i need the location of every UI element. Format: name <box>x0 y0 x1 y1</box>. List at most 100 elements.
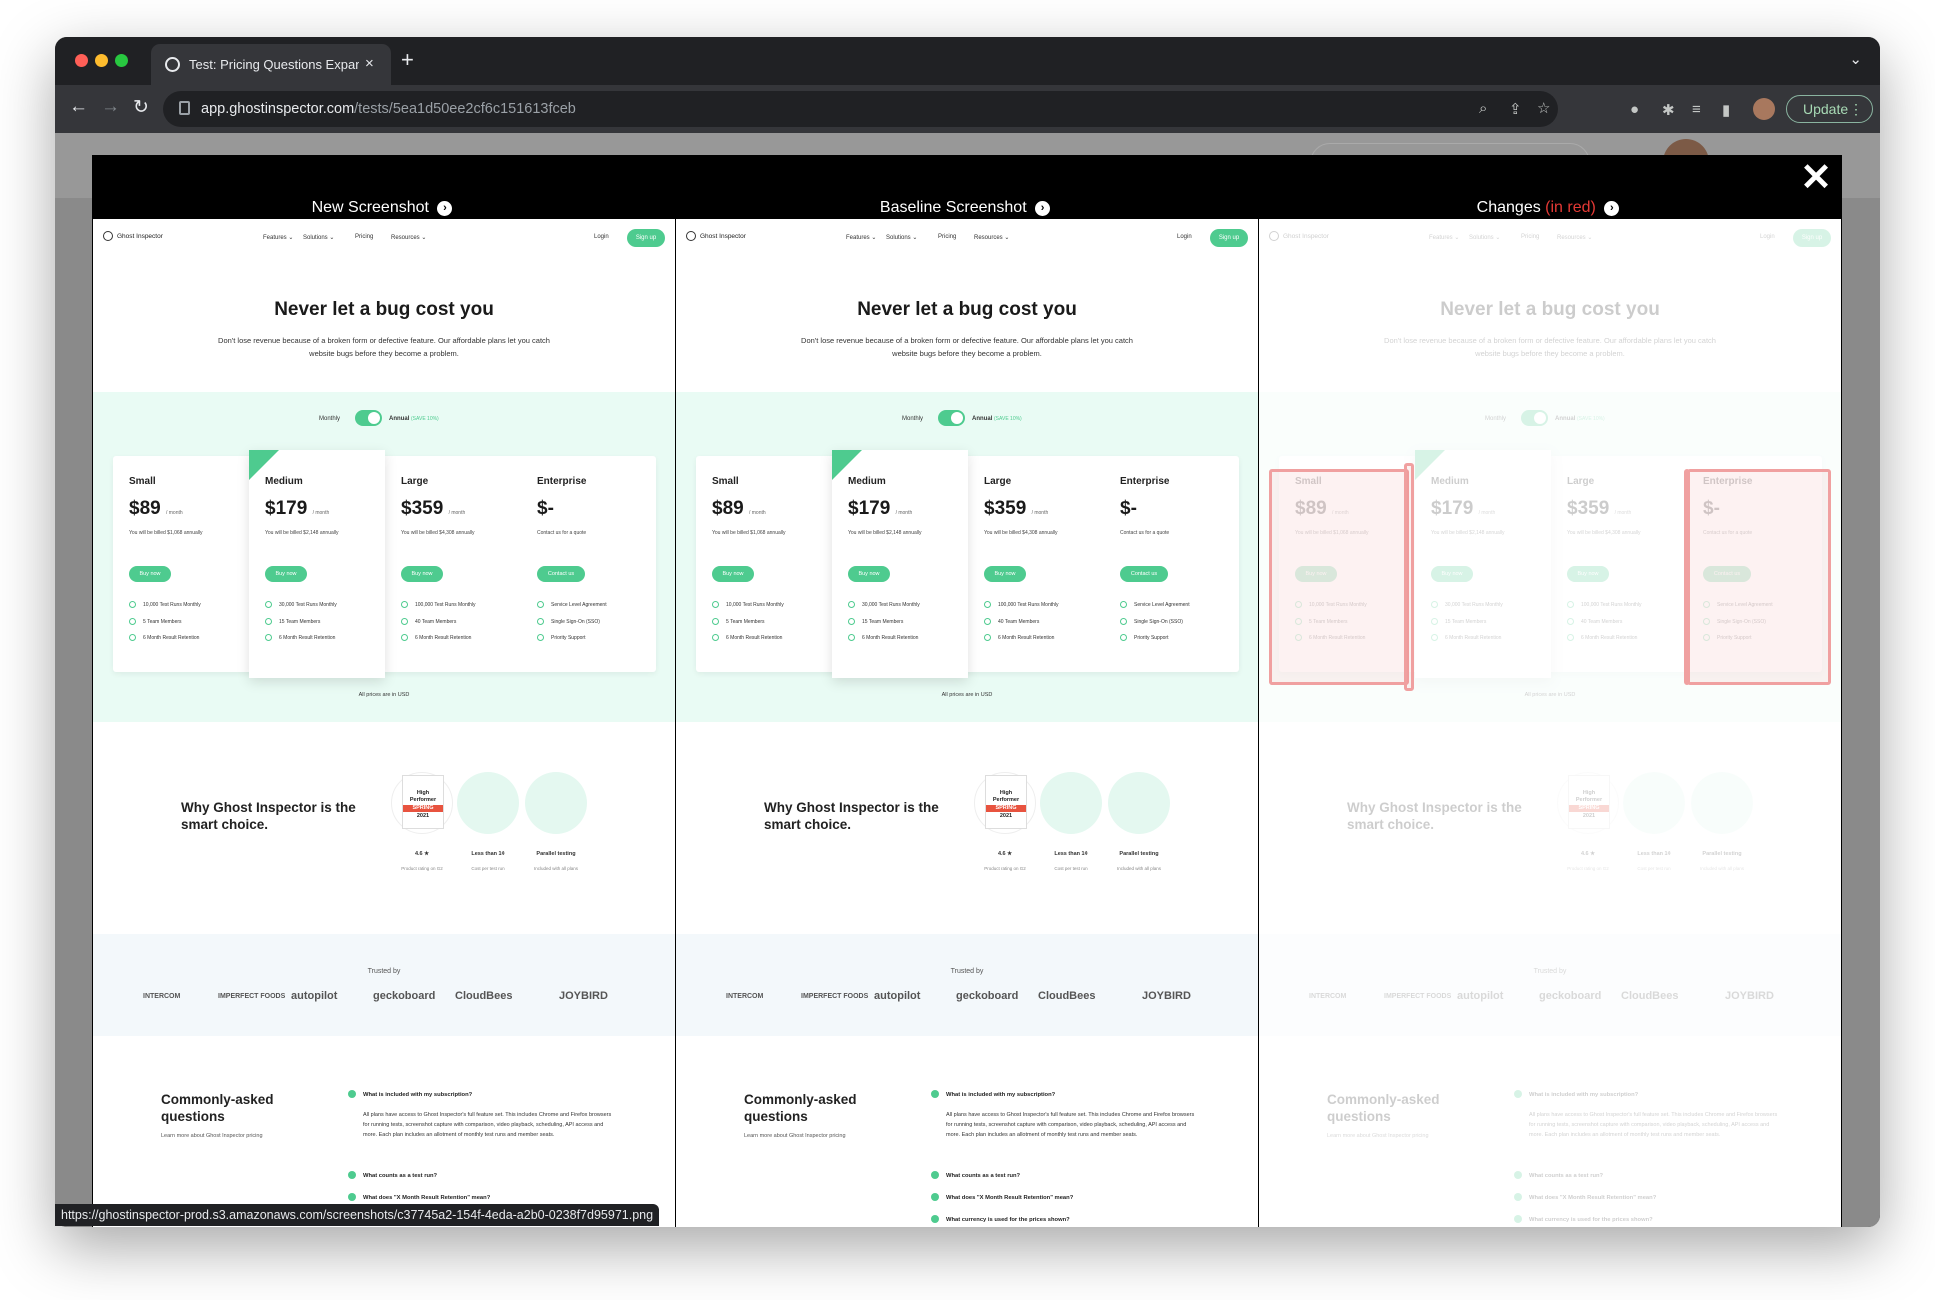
currency-note: All prices are in USD <box>941 692 993 698</box>
customer-logo: IMPERFECT FOODS <box>1384 993 1452 1000</box>
site-logo[interactable]: Ghost Inspector <box>686 231 746 241</box>
site-menu-item[interactable]: Solutions ⌄ <box>1469 235 1501 241</box>
tab-search-chevron-icon[interactable]: ⌄ <box>1849 51 1862 68</box>
baseline-screenshot-panel[interactable]: Ghost Inspector Features ⌄ Solutions ⌄ Pric… <box>676 219 1258 1227</box>
site-menu-item[interactable]: Solutions ⌄ <box>303 235 335 241</box>
faq-question[interactable]: What is included with my subscription? <box>1514 1090 1638 1098</box>
annual-label: Annual (SAVE 10%) <box>1555 416 1605 422</box>
profile-avatar[interactable] <box>1753 98 1775 120</box>
login-link[interactable]: Login <box>594 234 609 240</box>
new-screenshot-panel[interactable]: Ghost Inspector Features ⌄ Solutions ⌄ Pric… <box>93 219 675 1227</box>
share-icon[interactable]: ⇪ <box>1509 101 1522 118</box>
close-window-button[interactable] <box>75 54 88 67</box>
reload-icon[interactable]: ↻ <box>133 97 149 118</box>
modal-close-icon[interactable]: ✕ <box>1800 157 1832 199</box>
forward-arrow-icon[interactable]: → <box>101 96 120 117</box>
plan-feature: 100,000 Test Runs Monthly <box>401 601 476 608</box>
signup-button[interactable]: Sign up <box>1793 229 1831 247</box>
site-menu-item[interactable]: Pricing <box>1521 234 1540 240</box>
customer-logo: JOYBIRD <box>1725 990 1774 1002</box>
ghost-logo-icon <box>686 231 696 241</box>
faq-question[interactable]: What currency is used for the prices sho… <box>931 1215 1070 1223</box>
plan-cta-button[interactable]: Buy now <box>1295 566 1337 582</box>
plan-cta-button[interactable]: Buy now <box>401 566 443 582</box>
site-logo[interactable]: Ghost Inspector <box>1269 231 1329 241</box>
plan-cta-button[interactable]: Contact us <box>1703 566 1751 582</box>
plan-feature: 5 Team Members <box>712 617 765 625</box>
plan-cta-button[interactable]: Buy now <box>712 566 754 582</box>
faq-question[interactable]: What is included with my subscription? <box>348 1090 472 1098</box>
signup-button[interactable]: Sign up <box>627 229 665 247</box>
open-circle-icon[interactable]: › <box>437 201 453 216</box>
expand-icon <box>348 1090 356 1098</box>
site-header: Ghost Inspector Features ⌄ Solutions ⌄ Pric… <box>1259 219 1841 255</box>
open-circle-icon[interactable]: › <box>1035 201 1051 216</box>
site-menu-item[interactable]: Features ⌄ <box>263 235 294 241</box>
browser-tab[interactable]: Test: Pricing Questions Expand × <box>151 44 391 85</box>
faq-answer: All plans have access to Ghost Inspector… <box>946 1112 1195 1138</box>
new-tab-button[interactable]: + <box>401 47 414 72</box>
new-screenshot-label[interactable]: New Screenshot › <box>92 199 672 217</box>
plan-cta-button[interactable]: Buy now <box>265 566 307 582</box>
plan-cta-button[interactable]: Buy now <box>848 566 890 582</box>
faq-question[interactable]: What is included with my subscription? <box>931 1090 1055 1098</box>
expand-icon <box>1514 1215 1522 1223</box>
customer-logo: IMPERFECT FOODS <box>801 993 869 1000</box>
tab-close-icon[interactable]: × <box>365 55 374 72</box>
address-bar[interactable]: app.ghostinspector.com/tests/5ea1d50ee2c… <box>163 91 1558 127</box>
plan-cta-button[interactable]: Contact us <box>1120 566 1168 582</box>
plan-cta-button[interactable]: Buy now <box>1567 566 1609 582</box>
plan-price: $- <box>537 498 554 519</box>
changes-panel[interactable]: Ghost Inspector Features ⌄ Solutions ⌄ Pric… <box>1259 219 1841 1227</box>
plan-cta-button[interactable]: Contact us <box>537 566 585 582</box>
plan-cta-button[interactable]: Buy now <box>129 566 171 582</box>
feature-icon <box>401 634 408 641</box>
minimize-window-button[interactable] <box>95 54 108 67</box>
site-menu-item[interactable]: Solutions ⌄ <box>886 235 918 241</box>
plan-feature: Priority Support <box>537 634 585 641</box>
feature-icon <box>537 617 544 625</box>
update-button[interactable]: Update ⋮ <box>1786 95 1873 123</box>
site-menu-item[interactable]: Pricing <box>355 234 374 240</box>
changes-label[interactable]: Changes (in red) › <box>1258 199 1838 217</box>
login-link[interactable]: Login <box>1177 234 1192 240</box>
reading-list-icon[interactable]: ≡ <box>1692 101 1701 118</box>
feature-icon <box>984 601 991 608</box>
back-arrow-icon[interactable]: ← <box>69 96 88 117</box>
site-menu-item[interactable]: Features ⌄ <box>1429 235 1460 241</box>
site-menu-item[interactable]: Resources ⌄ <box>974 235 1010 241</box>
site-menu-item[interactable]: Resources ⌄ <box>1557 235 1593 241</box>
site-menu-item[interactable]: Resources ⌄ <box>391 235 427 241</box>
open-circle-icon[interactable]: › <box>1604 201 1620 216</box>
site-menu-item[interactable]: Features ⌄ <box>846 235 877 241</box>
feature-icon <box>129 601 136 608</box>
billing-toggle-switch[interactable] <box>355 410 382 426</box>
ghost-extension-icon[interactable]: ● <box>1630 101 1640 118</box>
faq-question[interactable]: What counts as a test run? <box>931 1171 1020 1179</box>
plan-cta-button[interactable]: Buy now <box>1431 566 1473 582</box>
side-panel-icon[interactable]: ▮ <box>1722 102 1731 119</box>
site-logo[interactable]: Ghost Inspector <box>103 231 163 241</box>
baseline-screenshot-label[interactable]: Baseline Screenshot › <box>675 199 1255 217</box>
billing-toggle-switch[interactable] <box>1521 410 1548 426</box>
expand-icon <box>348 1193 356 1201</box>
extensions-puzzle-icon[interactable]: ✱ <box>1662 102 1675 119</box>
faq-question[interactable]: What currency is used for the prices sho… <box>1514 1215 1653 1223</box>
faq-question[interactable]: What counts as a test run? <box>348 1171 437 1179</box>
faq-question[interactable]: What does "X Month Result Retention" mea… <box>348 1193 490 1201</box>
signup-button[interactable]: Sign up <box>1210 229 1248 247</box>
feature-icon <box>1567 634 1574 641</box>
maximize-window-button[interactable] <box>115 54 128 67</box>
faq-question[interactable]: What does "X Month Result Retention" mea… <box>1514 1193 1656 1201</box>
billing-toggle-switch[interactable] <box>938 410 965 426</box>
site-menu-item[interactable]: Pricing <box>938 234 957 240</box>
plan-cta-button[interactable]: Buy now <box>984 566 1026 582</box>
more-menu-icon[interactable]: ⋮ <box>1849 101 1863 117</box>
bookmark-star-icon[interactable]: ☆ <box>1537 100 1551 117</box>
faq-question[interactable]: What counts as a test run? <box>1514 1171 1603 1179</box>
login-link[interactable]: Login <box>1760 234 1775 240</box>
url-path: /tests/5ea1d50ee2cf6c151613fceb <box>354 101 576 117</box>
zoom-icon[interactable]: ⌕ <box>1479 100 1488 117</box>
plan-feature: 30,000 Test Runs Monthly <box>265 601 337 608</box>
faq-question[interactable]: What does "X Month Result Retention" mea… <box>931 1193 1073 1201</box>
